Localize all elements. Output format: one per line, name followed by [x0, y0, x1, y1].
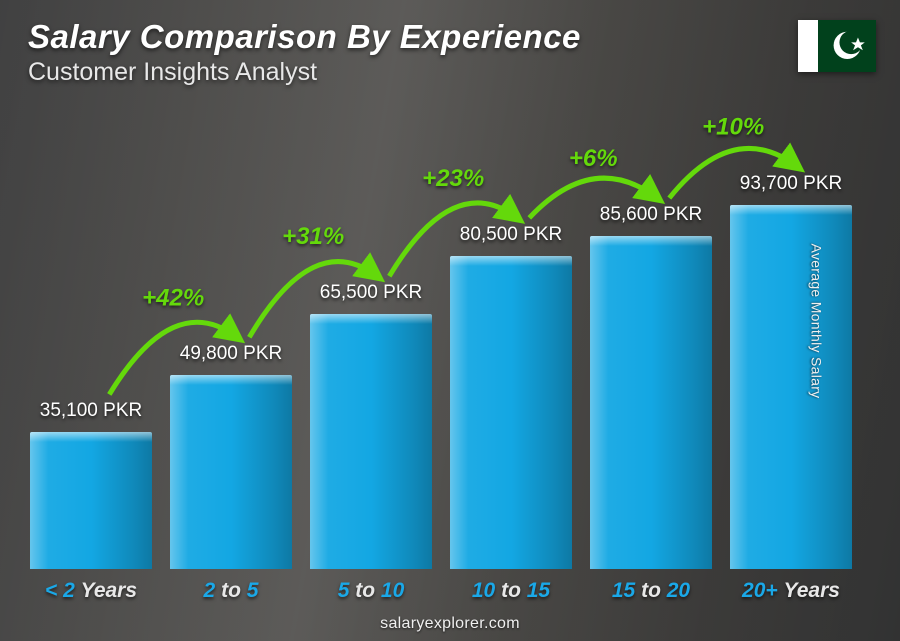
bar	[30, 432, 152, 569]
bar-value-label: 80,500 PKR	[460, 224, 562, 246]
bar-column: 35,100 PKR	[30, 400, 152, 569]
x-tick: 2 to 5	[170, 579, 292, 603]
bar-value-label: 93,700 PKR	[740, 173, 842, 195]
x-tick: 15 to 20	[590, 579, 712, 603]
flag-field	[818, 20, 877, 72]
bar	[590, 236, 712, 569]
bar	[310, 314, 432, 569]
footer-credit: salaryexplorer.com	[0, 615, 900, 633]
bar-value-label: 49,800 PKR	[180, 343, 282, 365]
bar-value-label: 35,100 PKR	[40, 400, 142, 422]
header: Salary Comparison By Experience Customer…	[28, 18, 790, 87]
flag-pakistan	[798, 20, 876, 72]
bar-column: 80,500 PKR	[450, 224, 572, 569]
bar-value-label: 65,500 PKR	[320, 282, 422, 304]
crescent-star-icon	[818, 20, 876, 71]
x-axis: < 2 Years 2 to 5 5 to 10 10 to 15 15 to 20 20…	[30, 579, 852, 603]
y-axis-label: Average Monthly Salary	[809, 243, 825, 398]
bar	[450, 256, 572, 569]
page-subtitle: Customer Insights Analyst	[28, 58, 790, 87]
x-tick: 20+ Years	[730, 579, 852, 603]
bar-column: 65,500 PKR	[310, 282, 432, 569]
bar-chart: 35,100 PKR 49,800 PKR 65,500 PKR 80,500 PKR…	[30, 130, 852, 569]
bar	[170, 375, 292, 569]
page-title: Salary Comparison By Experience	[28, 18, 790, 56]
x-tick: 10 to 15	[450, 579, 572, 603]
bar-column: 85,600 PKR	[590, 204, 712, 569]
stage: Salary Comparison By Experience Customer…	[0, 0, 900, 641]
bar-column: 49,800 PKR	[170, 343, 292, 569]
bar-column: 93,700 PKR	[730, 173, 852, 569]
flag-stripe	[798, 20, 818, 72]
x-tick: < 2 Years	[30, 579, 152, 603]
bar	[730, 205, 852, 569]
bar-value-label: 85,600 PKR	[600, 204, 702, 226]
x-tick: 5 to 10	[310, 579, 432, 603]
